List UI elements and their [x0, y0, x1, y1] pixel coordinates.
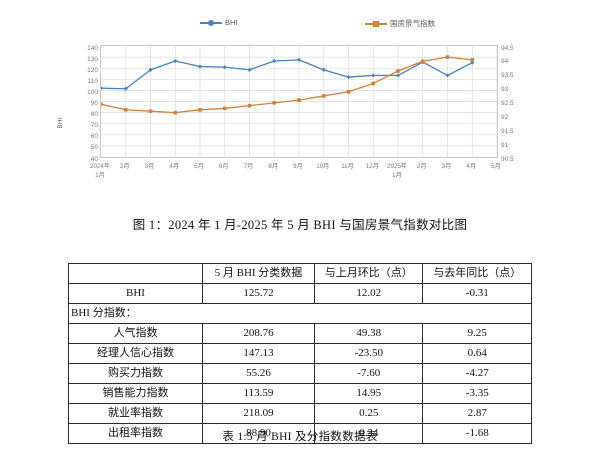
x-tick: 3月 [144, 163, 155, 170]
table-cell-mom: -7.60 [313, 363, 424, 384]
x-tick: 2025年 1月 [387, 163, 407, 179]
x-tick: 11月 [341, 163, 354, 170]
table-row: 购买力指数 55.26 -7.60 -4.27 [68, 363, 532, 384]
y-tick-right: 91.5 [501, 127, 514, 135]
y-tick-left: 90 [90, 100, 98, 107]
y-tick-right: 91 [501, 141, 509, 149]
table-cell-mom: 14.95 [313, 383, 424, 404]
table-row-label: 购买力指数 [68, 363, 203, 384]
x-tick: 4月 [466, 163, 477, 170]
x-tick: 2月 [119, 163, 130, 170]
x-tick: 9月 [293, 163, 303, 170]
legend-item-prosperity-index: 国房景气指数 [365, 18, 435, 29]
y-tick-left: 70 [90, 122, 98, 130]
table-cell-mom: -23.50 [313, 343, 424, 364]
y-tick-right: 93 [501, 86, 509, 94]
chart-figure: BHI 国房景气指数 BHI 140 130 120 110 100 90 80 70 60 50… [0, 0, 600, 200]
y-tick-left: 140 [87, 44, 98, 52]
table-row: BHI 125.72 12.02 -0.31 [68, 283, 532, 304]
table-cell-mom: 0.34 [313, 423, 424, 444]
x-tick: 7月 [243, 163, 254, 170]
y-tick-right: 92.5 [501, 100, 514, 107]
table-row: 经理人信心指数 147.13 -23.50 0.64 [68, 343, 532, 364]
y-tick-left: 100 [87, 88, 98, 96]
y-tick-left: 130 [87, 55, 98, 63]
y-tick-right: 90.5 [501, 155, 514, 163]
table-row-label: 出租率指数 [68, 423, 203, 444]
table-row: 人气指数 208.76 49.38 9.25 [68, 323, 532, 344]
chart-svg [101, 46, 497, 157]
x-tick: 12月 [365, 163, 379, 170]
legend-label-bhi: BHI [225, 18, 238, 27]
y-tick-left: 120 [87, 66, 98, 74]
table-cell-value: 55.26 [201, 363, 316, 384]
y-tick-left: 80 [90, 111, 98, 119]
x-tick: 8月 [268, 163, 279, 170]
x-tick: 3月 [441, 163, 452, 170]
table-row-label: 人气指数 [68, 323, 203, 344]
table-row-label: 就业率指数 [68, 403, 203, 424]
table-cell-value: 218.09 [201, 403, 316, 424]
table-cell-value: 125.72 [201, 283, 316, 304]
y-tick-left: 110 [87, 77, 98, 85]
y-axis-title: BHI [58, 117, 64, 129]
x-tick: 2月 [416, 163, 427, 170]
x-tick: 10月 [316, 163, 330, 170]
y-tick-right: 94 [501, 58, 509, 66]
x-tick: 5月 [491, 163, 501, 170]
table-row: 销售能力指数 113.59 14.95 -3.35 [68, 383, 532, 404]
table-row-label: BHI [68, 283, 203, 304]
x-axis-ticks: 2024年 1月 2月 3月 4月 5月 6月 7月 8月 9月 10月 11月 12月 2025年 1月 2… [90, 160, 501, 188]
table-row-label: 销售能力指数 [68, 383, 203, 404]
y-tick-left: 60 [90, 133, 98, 141]
table-row: BHI 分指数： [68, 303, 532, 324]
y-tick-right: 92 [501, 113, 509, 121]
table-cell-mom: 0.25 [313, 403, 424, 424]
data-table-container: 5 月 BHI 分类数据 与上月环比（点） 与去年同比（点） BHI 125.72 12.… [68, 263, 532, 444]
table-cell-mom: 49.38 [313, 323, 424, 344]
table-cell-yoy: -3.35 [422, 383, 532, 404]
table-cell-mom: 12.02 [313, 283, 424, 304]
table-caption: 表 1:5 月 BHI 及分指数数据表 [222, 431, 378, 443]
legend-marker-line-icon [200, 18, 222, 27]
y-tick-right: 94.5 [501, 44, 514, 52]
table-row-label: 经理人信心指数 [68, 343, 203, 364]
plot-area [100, 45, 498, 158]
table-row: 出租率指数 88.90 0.34 -1.68 [68, 423, 532, 444]
table-cell-value: 88.90 [201, 423, 316, 444]
y-tick-left: 40 [90, 155, 98, 163]
legend-label-prosperity-index: 国房景气指数 [390, 19, 435, 28]
x-tick: 4月 [169, 163, 180, 170]
table-cell-value: 113.59 [201, 383, 316, 404]
x-tick: 2024年 1月 [90, 163, 110, 179]
y-tick-left: 50 [90, 144, 98, 152]
legend-item-bhi: BHI [200, 18, 238, 27]
table-cell-yoy: -0.31 [422, 283, 532, 304]
chart-legend: BHI 国房景气指数 [0, 18, 600, 34]
table-cell-yoy: -1.68 [422, 423, 532, 444]
table-row: 就业率指数 218.09 0.25 2.87 [68, 403, 532, 424]
table-subheader-cell: BHI 分指数： [68, 303, 532, 324]
table-cell-yoy: 0.64 [422, 343, 532, 364]
figure-caption: 图 1：2024 年 1 月-2025 年 5 月 BHI 与国房景气指数对比图 [132, 218, 468, 232]
y-tick-right: 93.5 [501, 72, 514, 80]
table-cell-value: 208.76 [201, 323, 316, 344]
table-header-cell: 与上月环比（点） [313, 263, 424, 284]
table-header-cell: 与去年同比（点） [422, 263, 532, 284]
plot-wrapper: BHI 140 130 120 110 100 90 80 70 60 50 40 94.5 94 93… [0, 38, 600, 188]
table-header-cell: 5 月 BHI 分类数据 [201, 263, 316, 284]
table-cell-yoy: 9.25 [422, 323, 532, 344]
legend-marker-square-icon [365, 19, 387, 28]
table-header-row: 5 月 BHI 分类数据 与上月环比（点） 与去年同比（点） [68, 263, 532, 284]
table-header-corner [68, 263, 203, 284]
table-cell-yoy: 2.87 [422, 403, 532, 424]
x-tick: 6月 [218, 163, 229, 170]
table-cell-value: 147.13 [201, 343, 316, 364]
x-tick: 5月 [194, 163, 204, 170]
bhi-data-table: 5 月 BHI 分类数据 与上月环比（点） 与去年同比（点） BHI 125.72 12.… [68, 263, 532, 444]
table-cell-yoy: -4.27 [422, 363, 532, 384]
